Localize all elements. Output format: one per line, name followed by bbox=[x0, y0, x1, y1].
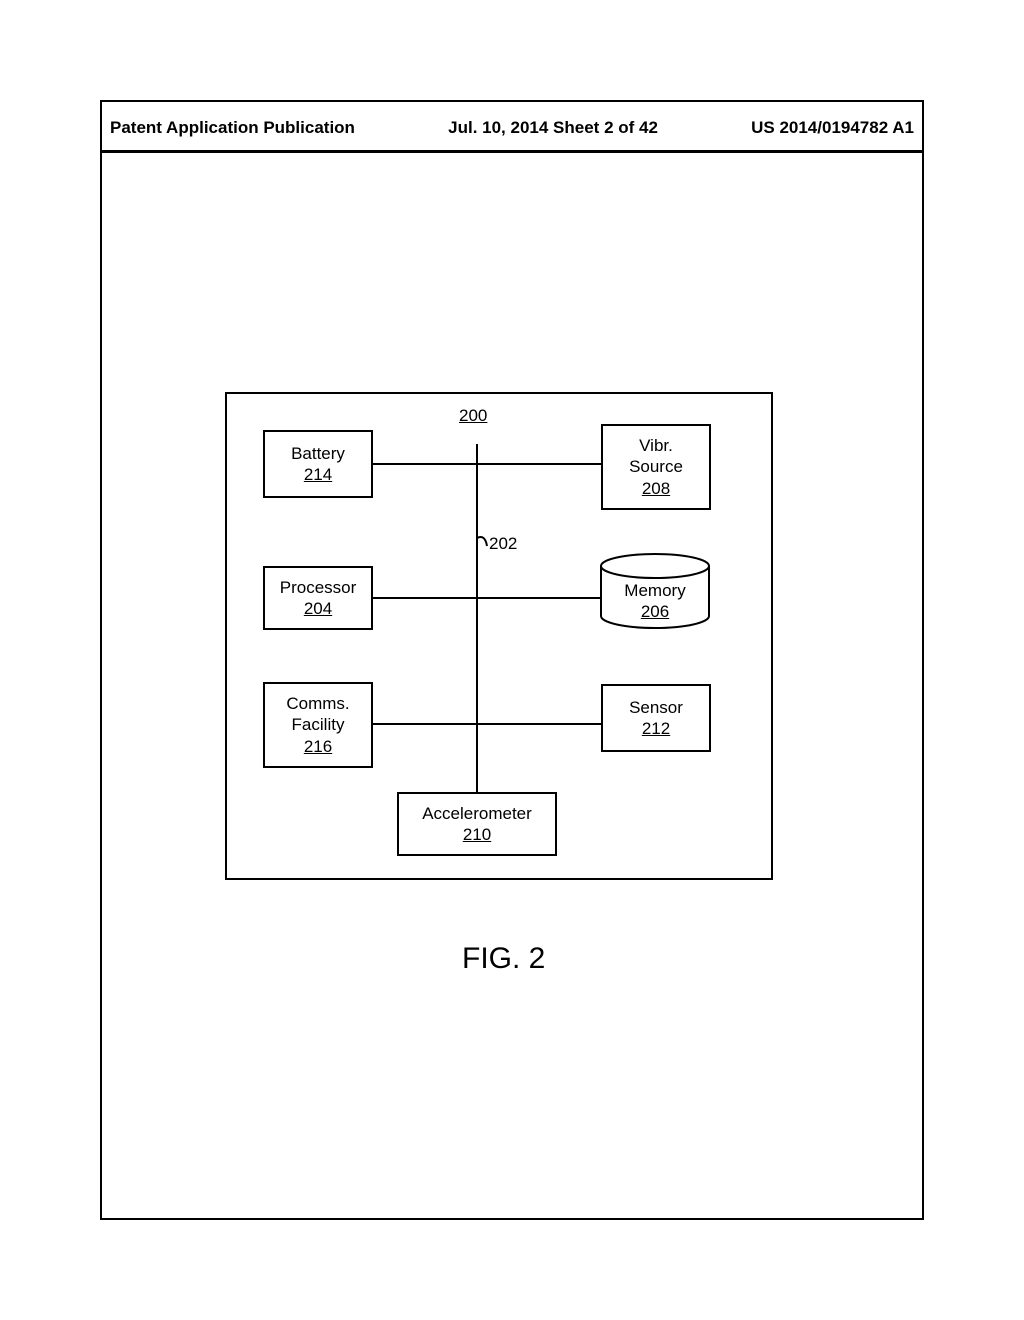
block-sensor: Sensor 212 bbox=[601, 684, 711, 752]
vibr-ref: 208 bbox=[642, 478, 670, 499]
figure-caption: FIG. 2 bbox=[462, 942, 545, 976]
battery-ref: 214 bbox=[304, 464, 332, 485]
processor-ref: 204 bbox=[304, 598, 332, 619]
header-right: US 2014/0194782 A1 bbox=[751, 118, 914, 138]
comms-label-1: Comms. bbox=[286, 693, 349, 714]
header-rule bbox=[100, 150, 924, 153]
vibr-label-1: Vibr. bbox=[639, 435, 673, 456]
block-battery: Battery 214 bbox=[263, 430, 373, 498]
header-left: Patent Application Publication bbox=[110, 118, 355, 138]
memory-ref: 206 bbox=[619, 601, 691, 622]
diagram-container: 200 202 Battery 214 Vibr. Source 208 Pro… bbox=[225, 392, 773, 880]
battery-label: Battery bbox=[291, 443, 345, 464]
page: Patent Application Publication Jul. 10, … bbox=[0, 0, 1024, 1320]
sensor-ref: 212 bbox=[642, 718, 670, 739]
block-vibr-source: Vibr. Source 208 bbox=[601, 424, 711, 510]
accel-ref: 210 bbox=[463, 824, 491, 845]
comms-ref: 216 bbox=[304, 736, 332, 757]
sensor-label: Sensor bbox=[629, 697, 683, 718]
page-header: Patent Application Publication Jul. 10, … bbox=[110, 118, 914, 138]
container-ref: 200 bbox=[459, 406, 487, 426]
accel-label: Accelerometer bbox=[422, 803, 532, 824]
block-processor: Processor 204 bbox=[263, 566, 373, 630]
vibr-label-2: Source bbox=[629, 456, 683, 477]
processor-label: Processor bbox=[280, 577, 357, 598]
comms-label-2: Facility bbox=[292, 714, 345, 735]
bus-ref: 202 bbox=[489, 534, 517, 554]
block-memory: Memory 206 bbox=[619, 580, 691, 623]
block-comms-facility: Comms. Facility 216 bbox=[263, 682, 373, 768]
block-accelerometer: Accelerometer 210 bbox=[397, 792, 557, 856]
header-center: Jul. 10, 2014 Sheet 2 of 42 bbox=[448, 118, 658, 138]
memory-label: Memory bbox=[619, 580, 691, 601]
